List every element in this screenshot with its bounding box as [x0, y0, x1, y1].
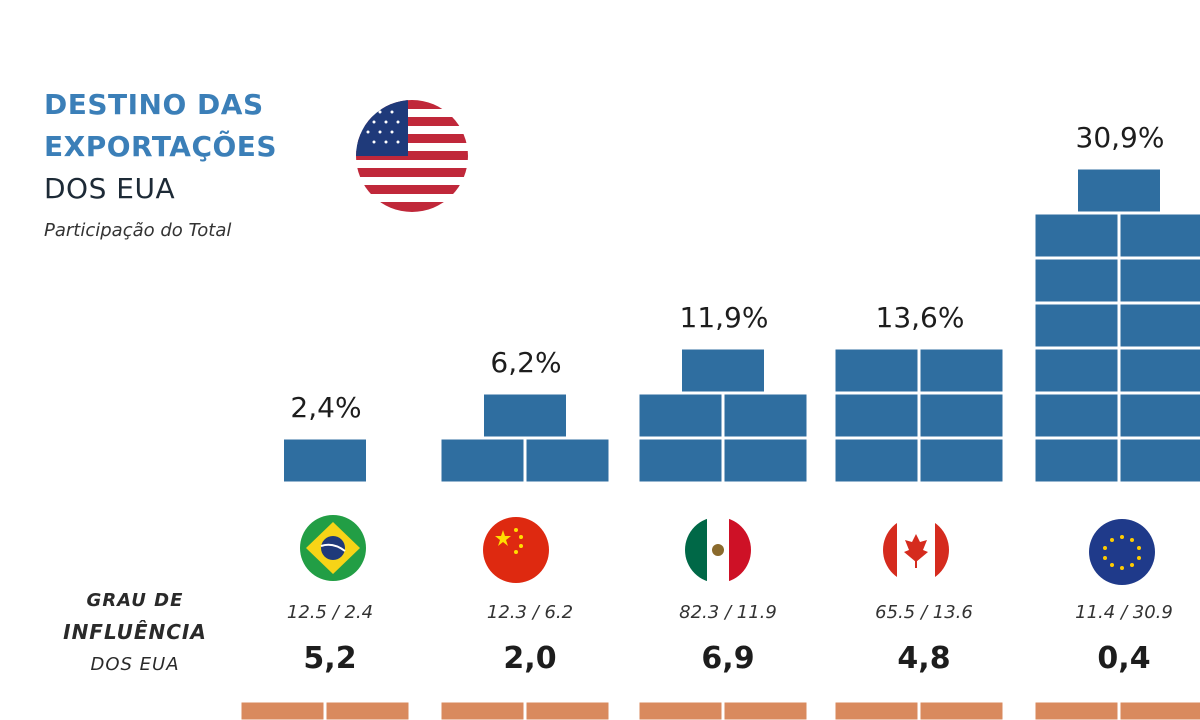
influence-block [440, 701, 525, 720]
us-flag-icon [356, 100, 468, 212]
bar-block [1034, 393, 1119, 438]
bar-block [834, 348, 919, 393]
mexico-flag-icon [685, 517, 751, 583]
bar-block [1034, 438, 1119, 483]
bar-block [1119, 258, 1200, 303]
value-label: 11,9% [680, 301, 769, 334]
title-line2: EXPORTAÇÕES [44, 130, 278, 163]
bar-block [1119, 438, 1200, 483]
bar-block [1034, 258, 1119, 303]
influence-block [240, 701, 325, 720]
value-label: 30,9% [1076, 121, 1165, 154]
influence-block [525, 701, 610, 720]
ratio-label: 12.3 / 6.2 [487, 602, 573, 623]
influence-legend-line2: INFLUÊNCIA [63, 620, 207, 644]
influence-value: 5,2 [303, 641, 356, 676]
chart-subtitle: Participação do Total [44, 220, 232, 241]
value-label: 2,4% [290, 391, 361, 424]
bar-block [919, 438, 1004, 483]
bar-block [525, 438, 610, 483]
eu-flag-icon [1089, 519, 1155, 585]
influence-legend-line3: DOS EUA [90, 654, 180, 675]
bar-block [638, 438, 723, 483]
label-layer: 2,4% 12.5 / 2.4 5,2 6,2% 12.3 / 6.2 2,0 11,9% 8… [287, 121, 1173, 676]
bar-block [440, 438, 525, 483]
canada-flag-icon [883, 517, 949, 583]
brazil-flag-icon [300, 515, 366, 581]
bar-layer [240, 168, 1200, 720]
influence-block [638, 701, 723, 720]
ratio-label: 82.3 / 11.9 [679, 602, 777, 623]
influence-value: 6,9 [701, 641, 754, 676]
influence-value: 2,0 [503, 641, 556, 676]
influence-block [723, 701, 808, 720]
bar-block [1077, 168, 1161, 213]
bar-block [1119, 213, 1200, 258]
bar-block [1034, 303, 1119, 348]
title-line1: DESTINO DAS [44, 88, 264, 121]
influence-block [919, 701, 1004, 720]
influence-block [1119, 701, 1200, 720]
influence-value: 0,4 [1097, 641, 1150, 676]
value-label: 6,2% [490, 346, 561, 379]
bar-block [919, 393, 1004, 438]
china-flag-icon [483, 517, 549, 583]
bar-block [1119, 303, 1200, 348]
bar-block [723, 393, 808, 438]
influence-value: 4,8 [897, 641, 950, 676]
influence-block [325, 701, 410, 720]
value-label: 13,6% [876, 301, 965, 334]
bar-block [1034, 348, 1119, 393]
ratio-label: 11.4 / 30.9 [1075, 602, 1173, 623]
bar-block [919, 348, 1004, 393]
ratio-label: 65.5 / 13.6 [875, 602, 973, 623]
influence-block [1034, 701, 1119, 720]
bar-block [638, 393, 723, 438]
ratio-label: 12.5 / 2.4 [287, 602, 373, 623]
bar-block [1034, 213, 1119, 258]
bar-block [834, 393, 919, 438]
influence-legend-line1: GRAU DE [86, 590, 184, 611]
bar-block [681, 348, 765, 393]
title-line3: DOS EUA [44, 172, 176, 205]
bar-block [1119, 393, 1200, 438]
influence-block [834, 701, 919, 720]
bar-block [283, 438, 367, 483]
bar-block [1119, 348, 1200, 393]
bar-block [723, 438, 808, 483]
bar-block [483, 393, 567, 438]
bar-block [834, 438, 919, 483]
